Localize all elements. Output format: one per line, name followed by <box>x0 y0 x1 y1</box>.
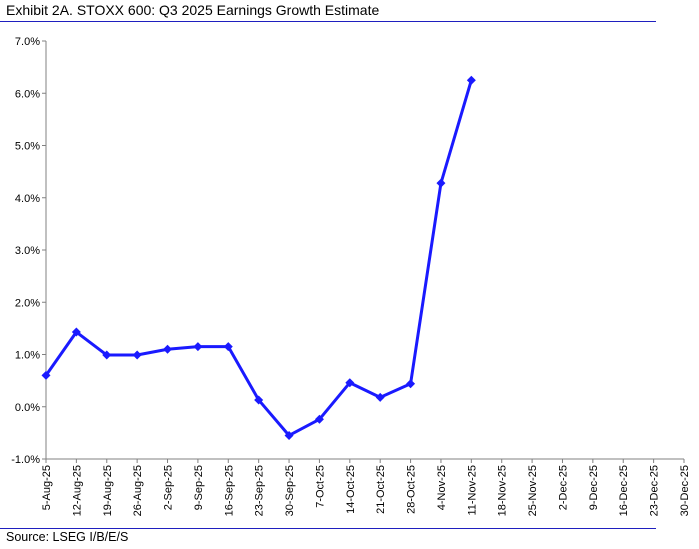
x-tick-label: 30-Sep-25 <box>284 465 296 516</box>
x-tick-label: 30-Dec-25 <box>679 465 691 516</box>
data-point-marker <box>193 342 203 352</box>
y-tick-label: 1.0% <box>15 350 40 362</box>
data-point-marker <box>375 392 385 402</box>
y-tick-label: 5.0% <box>15 141 40 153</box>
x-tick-label: 11-Nov-25 <box>466 465 478 516</box>
data-point-marker <box>466 75 476 85</box>
y-tick-label: 2.0% <box>15 297 40 309</box>
data-point-marker <box>284 430 294 440</box>
data-point-marker <box>406 379 416 389</box>
data-point-marker <box>163 344 173 354</box>
y-tick-label: 4.0% <box>15 193 40 205</box>
data-point-marker <box>314 414 324 424</box>
x-tick-label: 16-Sep-25 <box>223 465 235 516</box>
data-point-marker <box>102 350 112 360</box>
data-point-marker <box>345 378 355 388</box>
x-tick-label: 16-Dec-25 <box>618 465 630 516</box>
y-tick-label: 6.0% <box>15 88 40 100</box>
source-note: Source: LSEG I/B/E/S <box>6 530 129 544</box>
data-point-marker <box>41 370 51 380</box>
y-tick-label: 3.0% <box>15 245 40 257</box>
data-point-marker <box>71 327 81 337</box>
data-point-marker <box>436 178 446 188</box>
x-tick-label: 4-Nov-25 <box>436 465 448 510</box>
x-tick-label: 23-Sep-25 <box>254 465 266 516</box>
series-group <box>41 75 476 440</box>
data-point-marker <box>223 342 233 352</box>
x-axis-ticks: 5-Aug-25 12-Aug-25 19-Aug-25 26-Aug-25 2-Sep… <box>41 459 691 516</box>
x-tick-label: 14-Oct-25 <box>345 465 357 514</box>
title-rule <box>0 21 656 22</box>
x-tick-label: 18-Nov-25 <box>497 465 509 516</box>
data-point-marker <box>132 350 142 360</box>
x-tick-label: 2-Dec-25 <box>557 465 569 510</box>
x-tick-label: 9-Sep-25 <box>193 465 205 510</box>
axes <box>45 41 684 460</box>
x-tick-label: 25-Nov-25 <box>527 465 539 516</box>
x-tick-label: 2-Sep-25 <box>163 465 175 510</box>
x-tick-label: 9-Dec-25 <box>588 465 600 510</box>
y-axis-ticks: 7.0% 6.0% 5.0% 4.0% 3.0% 2.0% 1.0% 0.0% -1.0% <box>11 36 46 466</box>
x-tick-label: 26-Aug-25 <box>132 465 144 516</box>
x-tick-label: 12-Aug-25 <box>71 465 83 516</box>
x-tick-label: 19-Aug-25 <box>102 465 114 516</box>
y-tick-label: 0.0% <box>15 402 40 414</box>
x-tick-label: 23-Dec-25 <box>649 465 661 516</box>
x-tick-label: 7-Oct-25 <box>314 465 326 508</box>
x-tick-label: 28-Oct-25 <box>406 465 418 514</box>
y-tick-label: 7.0% <box>15 36 40 48</box>
source-rule <box>0 528 656 529</box>
data-point-marker <box>254 395 264 405</box>
x-tick-label: 5-Aug-25 <box>41 465 53 510</box>
series-line <box>44 79 473 437</box>
y-tick-label: -1.0% <box>11 454 40 466</box>
x-tick-label: 21-Oct-25 <box>375 465 387 514</box>
chart-title: Exhibit 2A. STOXX 600: Q3 2025 Earnings … <box>6 2 380 18</box>
